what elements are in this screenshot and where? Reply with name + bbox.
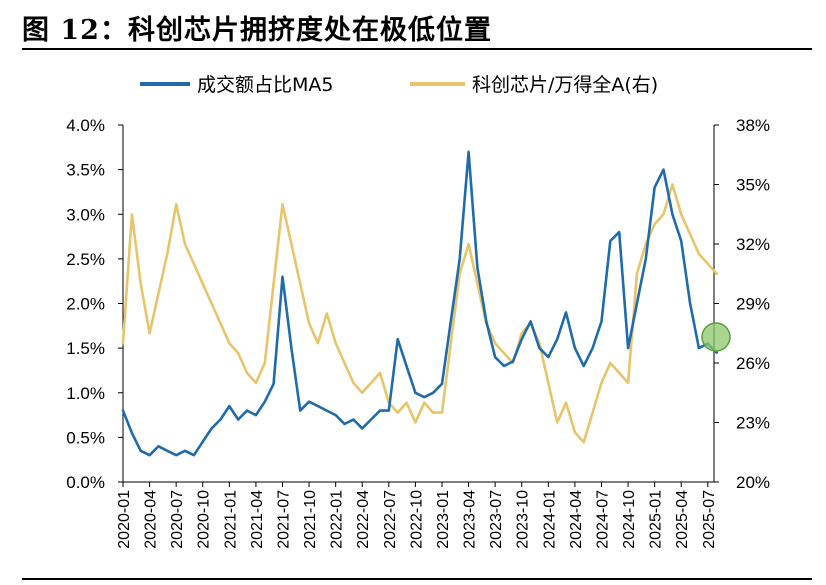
left-tick-label: 2.0% — [66, 295, 105, 314]
right-tick-label: 26% — [736, 354, 770, 373]
figure-title: 图 12：科创芯片拥挤度处在极低位置 — [22, 15, 492, 46]
x-tick-label: 2021-10 — [302, 490, 319, 549]
x-tick-label: 2021-01 — [222, 490, 239, 549]
x-tick-label: 2025-07 — [701, 490, 718, 549]
legend-label: 成交额占比MA5 — [197, 74, 333, 96]
legend-label: 科创芯片/万得全A(右) — [472, 74, 658, 96]
series-line-left — [121, 150, 718, 457]
x-tick-label: 2020-04 — [143, 490, 160, 549]
x-tick-label: 2022-01 — [329, 490, 346, 549]
x-tick-label: 2022-10 — [408, 490, 425, 549]
x-tick-label: 2023-01 — [435, 490, 452, 549]
highlight-marker — [701, 322, 731, 352]
x-tick-label: 2020-10 — [196, 490, 213, 549]
left-tick-label: 0.5% — [66, 428, 105, 447]
left-tick-label: 2.5% — [66, 250, 105, 269]
series-line-right — [121, 183, 718, 444]
x-tick-label: 2020-01 — [116, 490, 133, 549]
x-tick-label: 2024-10 — [621, 490, 638, 549]
x-tick-label: 2024-04 — [568, 490, 585, 549]
right-tick-label: 38% — [736, 116, 770, 135]
x-tick-label: 2021-07 — [275, 490, 292, 549]
x-tick-label: 2025-01 — [648, 490, 665, 549]
left-tick-label: 1.5% — [66, 339, 105, 358]
legend: 成交额占比MA5 科创芯片/万得全A(右) — [140, 74, 658, 96]
left-tick-label: 1.0% — [66, 384, 105, 403]
x-tick-label: 2023-07 — [488, 490, 505, 549]
x-tick-label: 2022-07 — [382, 490, 399, 549]
x-tick-label: 2024-01 — [541, 490, 558, 549]
right-tick-label: 23% — [736, 414, 770, 433]
left-tick-label: 3.5% — [66, 161, 105, 180]
bottom-rule — [22, 578, 812, 580]
x-tick-label: 2022-04 — [355, 490, 372, 549]
right-tick-label: 20% — [736, 473, 770, 492]
series-lines — [121, 150, 718, 457]
right-tick-label: 32% — [736, 235, 770, 254]
right-tick-label: 35% — [736, 176, 770, 195]
x-tick-label: 2025-04 — [674, 490, 691, 549]
x-tick-label: 2024-07 — [594, 490, 611, 549]
axes: 0.0% 0.5% 1.0% 1.5% 2.0% 2.5% 3.0% 3.5% 4.0% 20% 2… — [66, 116, 770, 549]
x-tick-label: 2023-04 — [462, 490, 479, 549]
title-rule — [22, 48, 812, 50]
x-tick-label: 2020-07 — [169, 490, 186, 549]
x-tick-label: 2023-10 — [515, 490, 532, 549]
left-tick-label: 0.0% — [66, 473, 105, 492]
left-tick-label: 3.0% — [66, 205, 105, 224]
right-tick-label: 29% — [736, 295, 770, 314]
left-tick-label: 4.0% — [66, 116, 105, 135]
x-tick-label: 2021-04 — [249, 490, 266, 549]
